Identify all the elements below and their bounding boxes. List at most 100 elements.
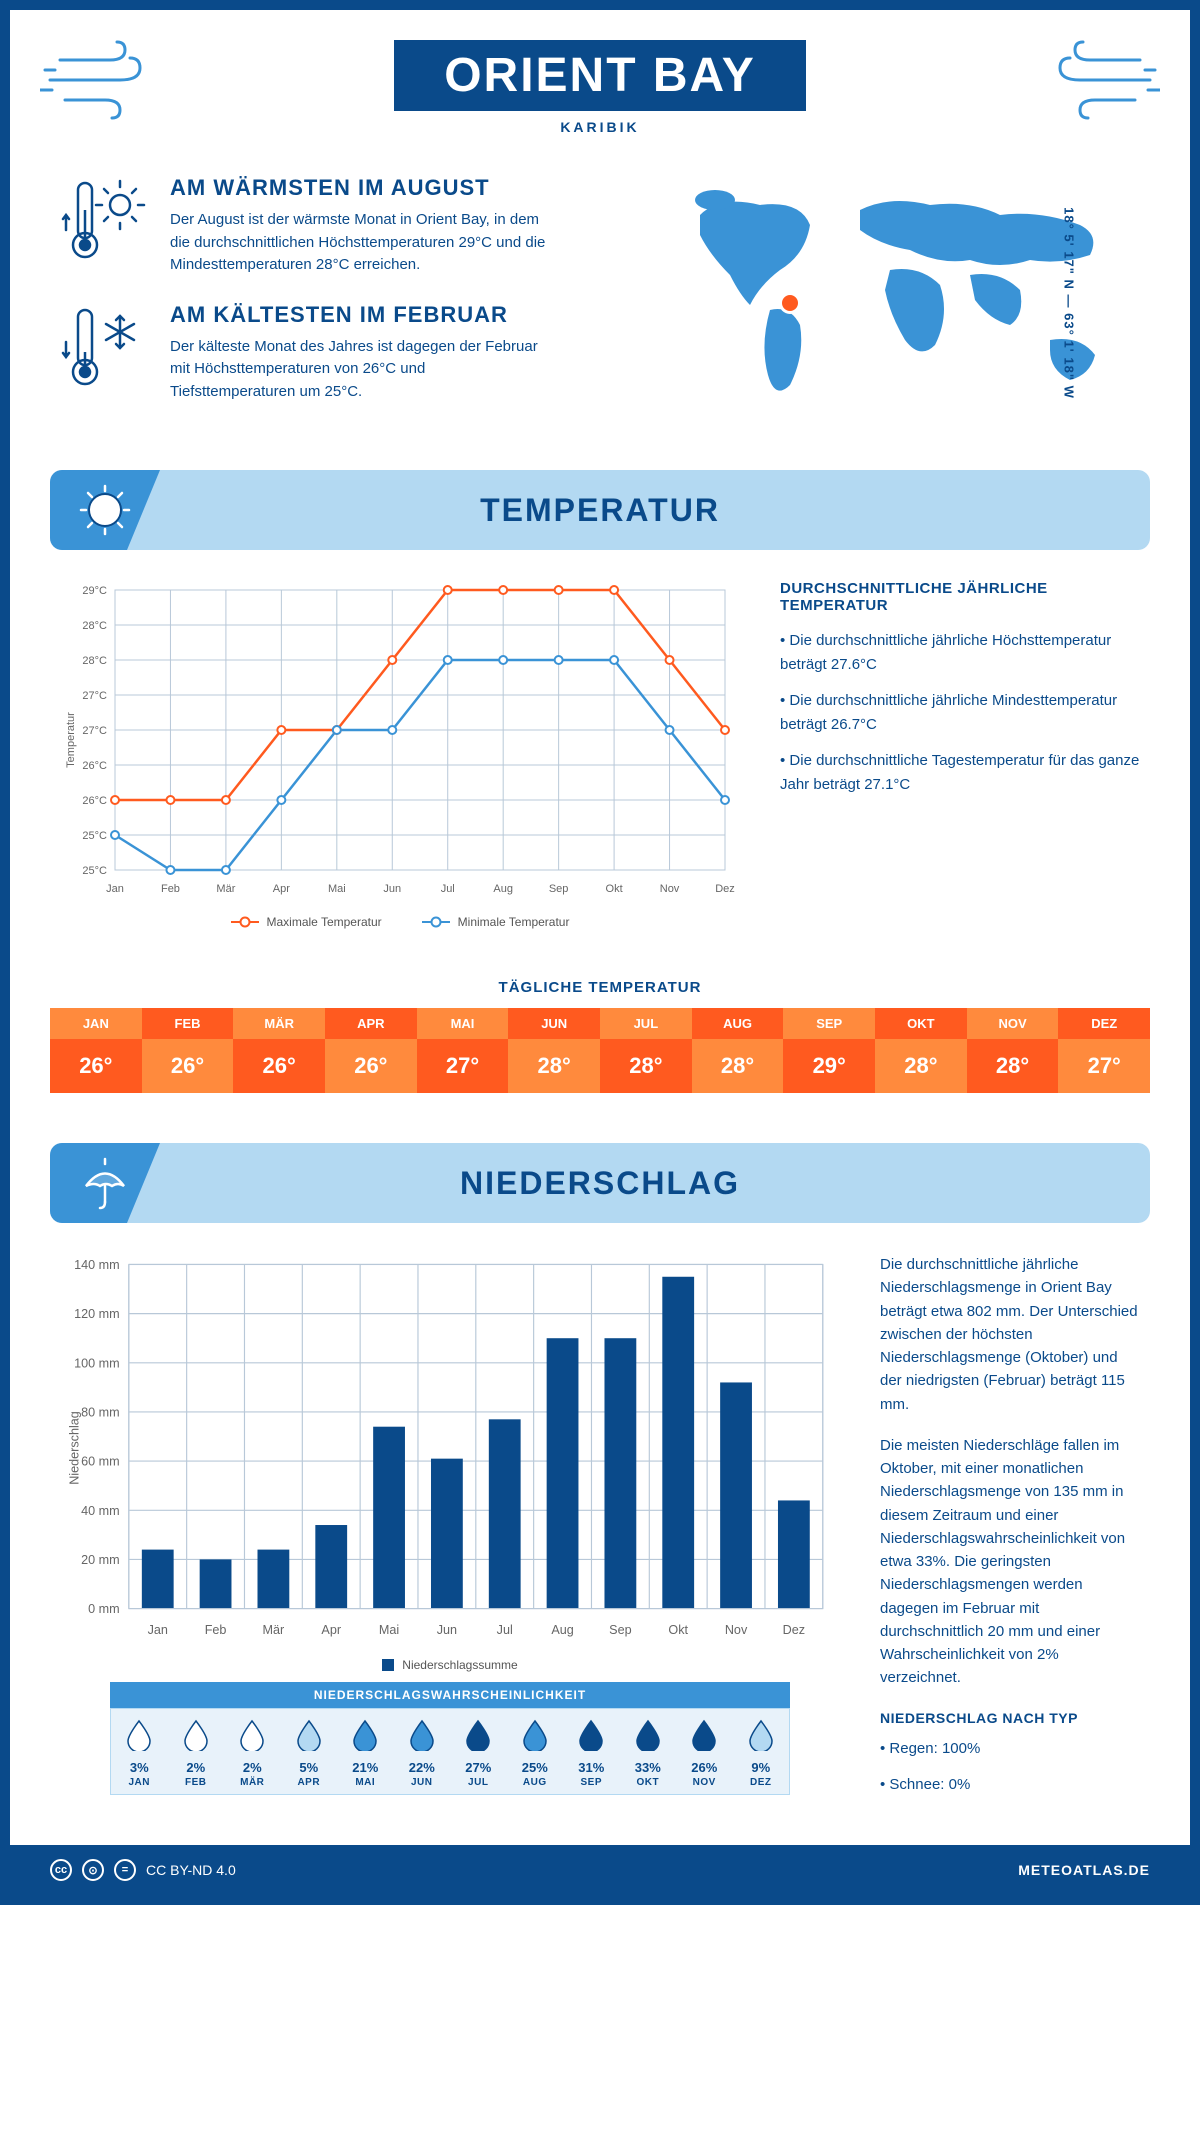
thermometer-sun-icon: [60, 175, 150, 265]
drop-icon: [409, 1719, 435, 1751]
svg-text:Okt: Okt: [668, 1623, 688, 1637]
temp-bullet: • Die durchschnittliche Tagestemperatur …: [780, 749, 1140, 797]
daily-month: DEZ: [1058, 1008, 1150, 1039]
temperature-chart: 25°C25°C26°C26°C27°C27°C28°C28°C29°CJanF…: [60, 580, 740, 929]
svg-text:Mär: Mär: [263, 1623, 285, 1637]
svg-text:25°C: 25°C: [82, 830, 107, 842]
prob-col: 27% JUL: [450, 1709, 507, 1794]
drop-icon: [183, 1719, 209, 1751]
drop-icon: [578, 1719, 604, 1751]
svg-text:140 mm: 140 mm: [74, 1258, 120, 1272]
sun-icon: [78, 483, 133, 538]
precip-type-title: NIEDERSCHLAG NACH TYP: [880, 1708, 1140, 1730]
prob-value: 9%: [733, 1760, 790, 1775]
daily-col: MAI 27°: [417, 1008, 509, 1093]
coldest-text: Der kälteste Monat des Jahres ist dagege…: [170, 336, 550, 404]
prob-value: 21%: [337, 1760, 394, 1775]
drop-icon: [352, 1719, 378, 1751]
prob-value: 31%: [563, 1760, 620, 1775]
prob-month: JUL: [450, 1777, 507, 1788]
svg-text:25°C: 25°C: [82, 865, 107, 877]
prob-month: FEB: [168, 1777, 225, 1788]
prob-value: 25%: [507, 1760, 564, 1775]
cc-icon: cc: [50, 1859, 72, 1881]
umbrella-icon: [78, 1156, 133, 1211]
drop-icon: [465, 1719, 491, 1751]
prob-value: 33%: [620, 1760, 677, 1775]
daily-value: 28°: [692, 1039, 784, 1093]
daily-value: 28°: [967, 1039, 1059, 1093]
daily-month: FEB: [142, 1008, 234, 1039]
svg-text:Niederschlag: Niederschlag: [67, 1411, 81, 1485]
svg-text:Aug: Aug: [551, 1623, 573, 1637]
prob-month: SEP: [563, 1777, 620, 1788]
svg-text:Dez: Dez: [783, 1623, 805, 1637]
svg-text:28°C: 28°C: [82, 620, 107, 632]
legend-min-label: Minimale Temperatur: [458, 915, 570, 929]
svg-text:27°C: 27°C: [82, 690, 107, 702]
prob-value: 2%: [224, 1760, 281, 1775]
daily-col: DEZ 27°: [1058, 1008, 1150, 1093]
svg-text:60 mm: 60 mm: [81, 1455, 120, 1469]
daily-value: 26°: [142, 1039, 234, 1093]
svg-text:0 mm: 0 mm: [88, 1602, 120, 1616]
daily-value: 28°: [508, 1039, 600, 1093]
svg-text:Feb: Feb: [161, 883, 180, 895]
svg-text:Jul: Jul: [497, 1623, 513, 1637]
drop-icon: [522, 1719, 548, 1751]
svg-text:Mai: Mai: [379, 1623, 399, 1637]
svg-text:Apr: Apr: [273, 883, 290, 895]
svg-text:Jun: Jun: [437, 1623, 457, 1637]
svg-text:26°C: 26°C: [82, 760, 107, 772]
daily-month: JAN: [50, 1008, 142, 1039]
prob-month: MAI: [337, 1777, 394, 1788]
prob-month: NOV: [676, 1777, 733, 1788]
daily-value: 27°: [1058, 1039, 1150, 1093]
daily-value: 26°: [50, 1039, 142, 1093]
daily-value: 26°: [233, 1039, 325, 1093]
warmest-fact: AM WÄRMSTEN IM AUGUST Der August ist der…: [60, 175, 630, 277]
daily-col: OKT 28°: [875, 1008, 967, 1093]
svg-text:Mär: Mär: [216, 883, 235, 895]
page-subtitle: KARIBIK: [394, 119, 806, 135]
daily-value: 26°: [325, 1039, 417, 1093]
daily-month: JUL: [600, 1008, 692, 1039]
svg-text:Nov: Nov: [660, 883, 680, 895]
daily-month: SEP: [783, 1008, 875, 1039]
page-header: ORIENT BAY KARIBIK: [10, 10, 1190, 155]
section-header-precip: NIEDERSCHLAG: [50, 1143, 1150, 1223]
daily-month: MAI: [417, 1008, 509, 1039]
temp-summary: DURCHSCHNITTLICHE JÄHRLICHE TEMPERATUR •…: [780, 580, 1140, 929]
legend-precip-label: Niederschlagssumme: [402, 1658, 517, 1672]
svg-text:Okt: Okt: [606, 883, 623, 895]
temp-bullet: • Die durchschnittliche jährliche Höchst…: [780, 629, 1140, 677]
daily-col: APR 26°: [325, 1008, 417, 1093]
site-name: METEOATLAS.DE: [1018, 1862, 1150, 1878]
prob-month: JAN: [111, 1777, 168, 1788]
precipitation-chart: 0 mm20 mm40 mm60 mm80 mm100 mm120 mm140 …: [60, 1253, 840, 1643]
daily-col: FEB 26°: [142, 1008, 234, 1093]
section-title: TEMPERATUR: [480, 492, 720, 529]
section-title: NIEDERSCHLAG: [460, 1165, 740, 1202]
prob-value: 27%: [450, 1760, 507, 1775]
prob-month: OKT: [620, 1777, 677, 1788]
svg-text:Mai: Mai: [328, 883, 346, 895]
legend-max: Maximale Temperatur: [231, 915, 382, 929]
probability-table: NIEDERSCHLAGSWAHRSCHEINLICHKEIT 3% JAN 2…: [110, 1682, 790, 1795]
daily-temp-table: JAN 26°FEB 26°MÄR 26°APR 26°MAI 27°JUN 2…: [50, 1008, 1150, 1093]
thermometer-snow-icon: [60, 302, 150, 392]
legend-min: Minimale Temperatur: [422, 915, 570, 929]
coordinates: 18° 5' 17" N — 63° 1' 18" W: [1062, 207, 1077, 399]
daily-month: APR: [325, 1008, 417, 1039]
prob-col: 2% MÄR: [224, 1709, 281, 1794]
prob-col: 22% JUN: [394, 1709, 451, 1794]
prob-value: 3%: [111, 1760, 168, 1775]
precip-p2: Die meisten Niederschläge fallen im Okto…: [880, 1434, 1140, 1690]
legend-precip: Niederschlagssumme: [382, 1658, 517, 1672]
svg-text:Apr: Apr: [321, 1623, 341, 1637]
daily-month: AUG: [692, 1008, 784, 1039]
daily-value: 27°: [417, 1039, 509, 1093]
daily-col: NOV 28°: [967, 1008, 1059, 1093]
drop-icon: [126, 1719, 152, 1751]
daily-col: JAN 26°: [50, 1008, 142, 1093]
